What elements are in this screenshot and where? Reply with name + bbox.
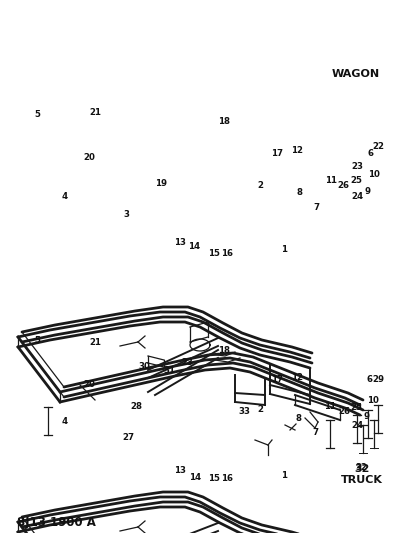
Text: 6: 6 [367, 149, 373, 158]
Text: 18: 18 [218, 117, 230, 126]
Text: 8: 8 [296, 414, 302, 423]
Text: 21: 21 [90, 338, 101, 346]
Text: WAGON: WAGON [332, 69, 380, 78]
Text: 19: 19 [155, 180, 167, 188]
Text: 14: 14 [188, 242, 200, 251]
Text: 26: 26 [338, 181, 349, 190]
Text: 24: 24 [352, 421, 364, 430]
Text: 9: 9 [364, 188, 370, 196]
Text: 9: 9 [363, 413, 369, 421]
Text: 13: 13 [175, 238, 186, 247]
Text: 15: 15 [208, 249, 220, 257]
Text: 27: 27 [122, 433, 135, 441]
Text: 16: 16 [222, 474, 233, 483]
Text: TRUCK: TRUCK [341, 475, 383, 484]
Text: 5: 5 [34, 110, 40, 119]
Text: 1: 1 [281, 471, 287, 480]
Text: 20: 20 [83, 153, 95, 161]
Text: 31: 31 [164, 366, 175, 375]
Text: 17: 17 [271, 149, 283, 158]
Text: 12: 12 [291, 146, 303, 155]
Text: 4: 4 [61, 192, 67, 200]
Text: 2: 2 [258, 181, 264, 190]
Text: 5: 5 [34, 336, 40, 344]
Text: 33: 33 [239, 407, 251, 416]
Text: 18: 18 [218, 346, 230, 355]
Text: 16: 16 [222, 249, 233, 257]
Text: 32: 32 [356, 464, 368, 472]
Text: 15: 15 [208, 474, 220, 483]
Text: 24: 24 [352, 192, 364, 200]
Text: 11: 11 [325, 176, 337, 184]
Text: 10: 10 [368, 171, 379, 179]
Text: 25: 25 [350, 176, 362, 184]
Text: 21: 21 [90, 109, 101, 117]
Text: 8J13 1900 A: 8J13 1900 A [17, 516, 95, 529]
Text: 4: 4 [61, 417, 67, 425]
Text: 30: 30 [139, 362, 150, 371]
Text: 11: 11 [324, 402, 336, 410]
Text: 22: 22 [373, 142, 384, 151]
Text: 7: 7 [312, 429, 318, 437]
Text: 14: 14 [189, 473, 201, 481]
Text: 6: 6 [366, 375, 372, 384]
Text: 8: 8 [297, 189, 303, 197]
Text: 12: 12 [291, 373, 303, 382]
Text: 28: 28 [130, 402, 142, 410]
Text: 29: 29 [373, 375, 384, 384]
Text: 20: 20 [83, 381, 95, 389]
Text: 10: 10 [367, 397, 378, 405]
Text: 7: 7 [313, 204, 319, 212]
Text: 3: 3 [124, 210, 129, 219]
Text: 13: 13 [175, 466, 186, 474]
Text: 2: 2 [258, 405, 264, 414]
Text: 17: 17 [271, 375, 283, 384]
Text: 23: 23 [182, 358, 193, 367]
Text: 26: 26 [339, 407, 350, 416]
Text: 1: 1 [281, 245, 287, 254]
Text: 32: 32 [354, 464, 370, 474]
Text: 25: 25 [350, 403, 362, 412]
Text: 23: 23 [352, 162, 364, 171]
